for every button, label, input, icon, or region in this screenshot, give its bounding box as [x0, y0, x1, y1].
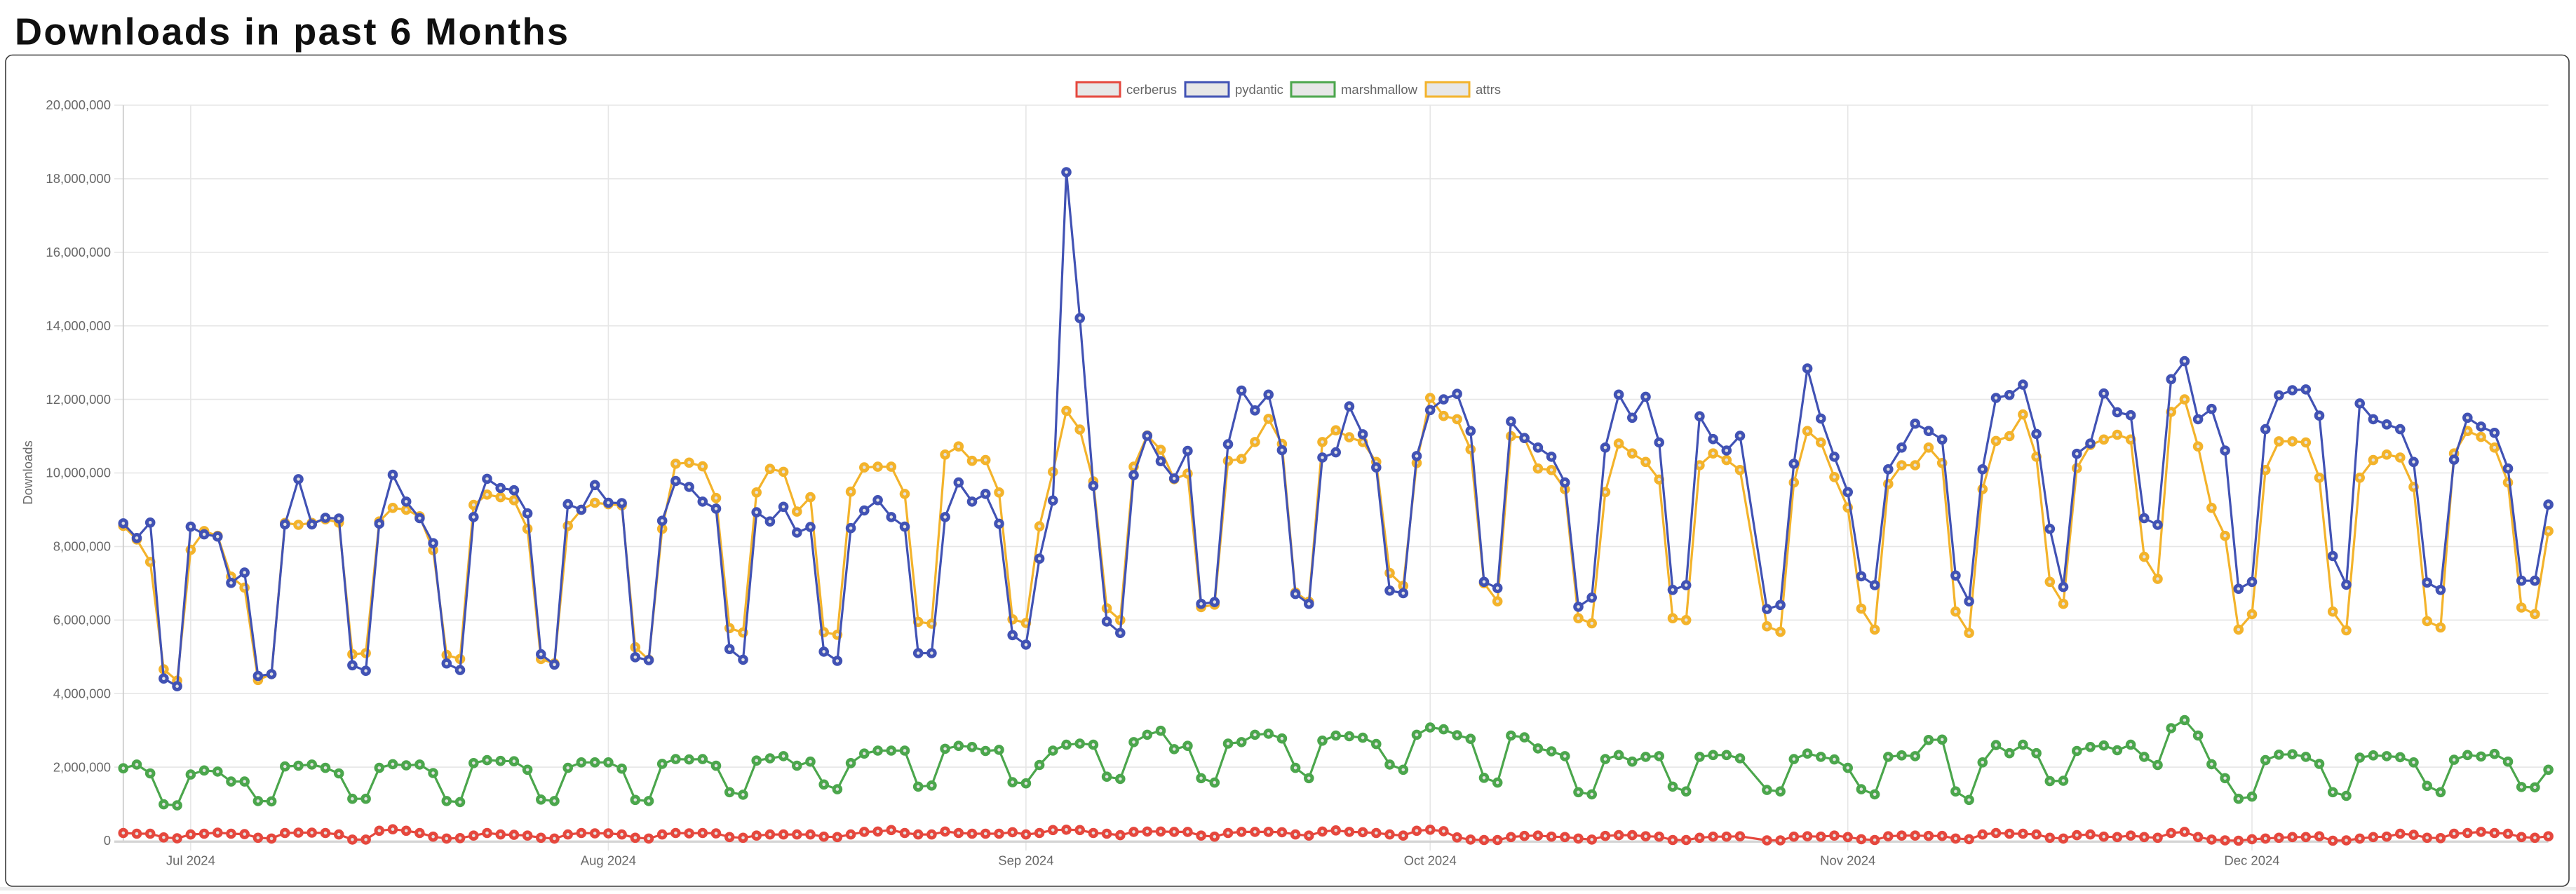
svg-text:Dec 2024: Dec 2024: [2224, 853, 2279, 868]
svg-text:Aug 2024: Aug 2024: [581, 853, 636, 868]
svg-text:10,000,000: 10,000,000: [46, 466, 111, 480]
svg-text:Oct 2024: Oct 2024: [1404, 853, 1457, 868]
svg-text:Downloads: Downloads: [20, 440, 35, 505]
svg-text:14,000,000: 14,000,000: [46, 318, 111, 333]
svg-text:cerberus: cerberus: [1126, 82, 1177, 97]
svg-text:Jul 2024: Jul 2024: [166, 853, 215, 868]
svg-text:attrs: attrs: [1476, 82, 1501, 97]
svg-text:8,000,000: 8,000,000: [53, 539, 111, 554]
svg-text:16,000,000: 16,000,000: [46, 245, 111, 259]
svg-text:pydantic: pydantic: [1235, 82, 1283, 97]
svg-text:2,000,000: 2,000,000: [53, 759, 111, 774]
svg-text:4,000,000: 4,000,000: [53, 686, 111, 700]
svg-text:20,000,000: 20,000,000: [46, 97, 111, 112]
svg-text:Downloads in past 6 Months: Downloads in past 6 Months: [15, 11, 569, 53]
svg-text:Sep 2024: Sep 2024: [998, 853, 1053, 868]
svg-text:18,000,000: 18,000,000: [46, 171, 111, 186]
svg-text:marshmallow: marshmallow: [1341, 82, 1418, 97]
svg-text:Nov 2024: Nov 2024: [1820, 853, 1875, 868]
svg-text:0: 0: [104, 833, 111, 848]
svg-text:6,000,000: 6,000,000: [53, 613, 111, 628]
svg-text:12,000,000: 12,000,000: [46, 392, 111, 407]
